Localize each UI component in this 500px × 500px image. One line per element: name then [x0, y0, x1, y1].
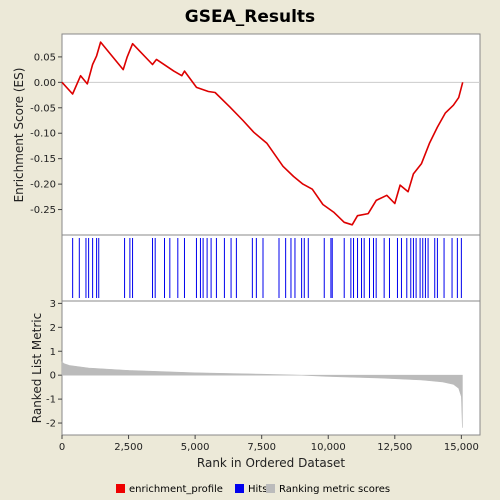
- metric-tick-label: -2: [46, 419, 56, 430]
- x-tick-label: 12,500: [377, 442, 412, 453]
- hits-markers: [72, 238, 462, 298]
- es-tick-label: -0.25: [30, 205, 56, 216]
- enrichment-panel: [61, 33, 481, 236]
- legend-swatch-enrichment: [116, 484, 125, 493]
- metric-tick-label: 1: [50, 347, 56, 358]
- x-tick-label: 7,500: [247, 442, 276, 453]
- legend-label-metric: Ranking metric scores: [279, 484, 390, 495]
- es-tick-label: 0.05: [34, 52, 56, 63]
- enrichment-profile-line: [61, 41, 464, 226]
- enrichment-profile: [61, 41, 464, 226]
- es-tick-label: -0.15: [30, 154, 56, 165]
- es-tick-label: 0.00: [34, 78, 56, 89]
- x-axis-label: Rank in Ordered Dataset: [197, 456, 345, 470]
- legend-swatch-metric: [266, 484, 275, 493]
- x-tick-label: 0: [59, 442, 65, 453]
- metric-y-axis: 3 2 1 0 -1 -2: [46, 299, 62, 430]
- metric-tick-label: 2: [50, 323, 56, 334]
- legend-label-enrichment: enrichment_profile: [129, 484, 223, 495]
- es-y-axis-label: Enrichment Score (ES): [12, 68, 26, 203]
- legend-background: [0, 477, 500, 500]
- es-y-axis: 0.05 0.00 -0.05 -0.10 -0.15 -0.20 -0.25: [30, 52, 480, 216]
- legend-swatch-hits: [235, 484, 244, 493]
- chart-title: GSEA_Results: [185, 7, 315, 27]
- es-tick-label: -0.05: [30, 103, 56, 114]
- x-tick-label: 2,500: [114, 442, 143, 453]
- x-tick-label: 15,000: [444, 442, 479, 453]
- legend-label-hits: Hits: [248, 484, 267, 495]
- legend: enrichment_profile Hits Ranking metric s…: [0, 477, 500, 500]
- metric-panel: [61, 300, 481, 436]
- x-tick-label: 10,000: [311, 442, 346, 453]
- metric-tick-label: -1: [46, 395, 56, 406]
- metric-tick-label: 3: [50, 299, 56, 310]
- es-tick-label: -0.10: [30, 129, 56, 140]
- metric-y-axis-label: Ranked List Metric: [30, 313, 44, 423]
- x-axis: 0 2,500 5,000 7,500 10,000 12,500 15,000: [59, 435, 479, 453]
- ranking-metric-scores: [61, 361, 463, 428]
- es-tick-label: -0.20: [30, 180, 56, 191]
- ranking-metric-area: [61, 361, 463, 428]
- metric-tick-label: 0: [50, 371, 56, 382]
- x-tick-label: 5,000: [181, 442, 210, 453]
